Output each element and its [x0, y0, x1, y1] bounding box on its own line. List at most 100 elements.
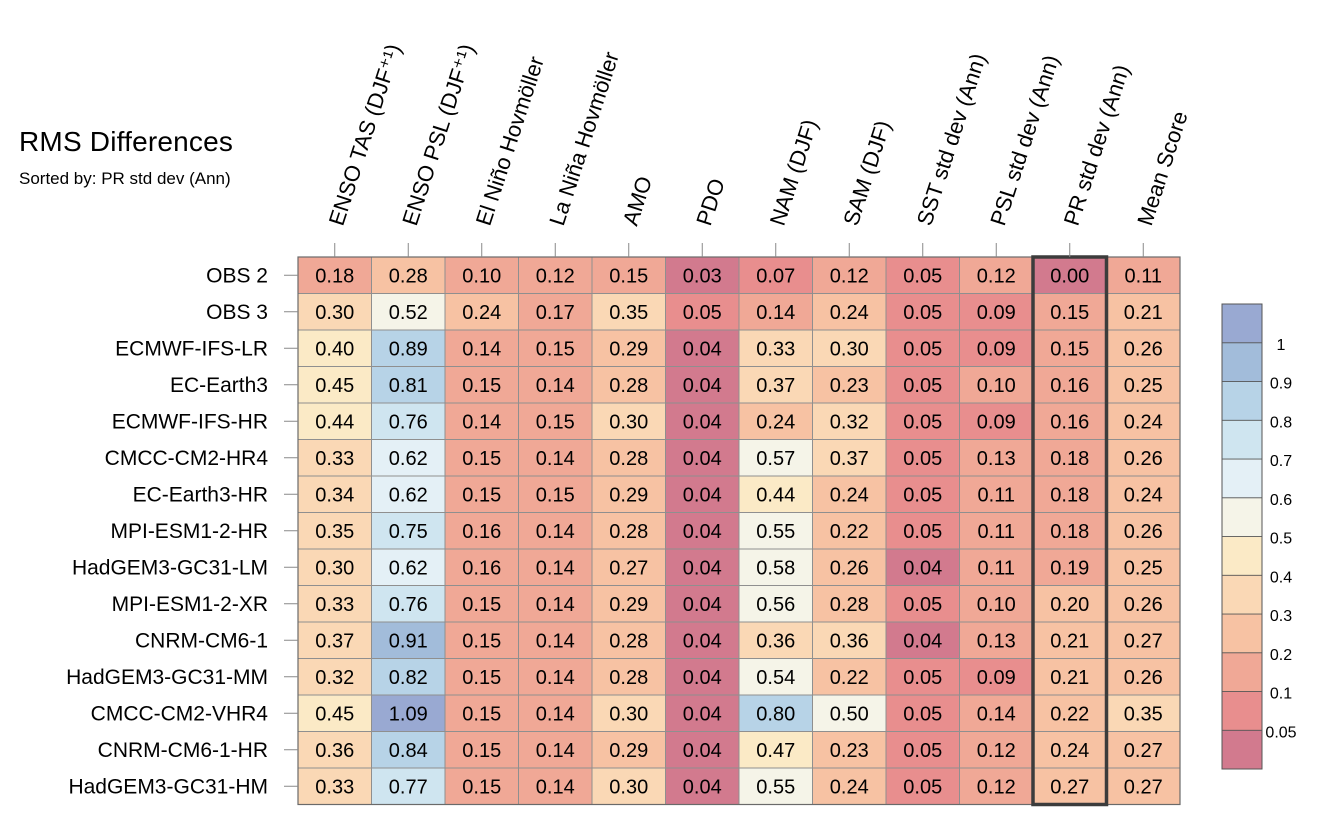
heatmap-cell: [1032, 694, 1107, 732]
cell-value: 0.62: [389, 484, 428, 506]
heatmap-cell: [297, 366, 372, 404]
heatmap-cell: [371, 475, 446, 513]
cell-value: 0.15: [536, 411, 575, 433]
colorbar-segment: [1221, 536, 1263, 576]
row-label: MPI-ESM1-2-HR: [110, 520, 268, 543]
column-label: ENSO PSL (DJF⁺¹): [397, 41, 479, 229]
cell-value: 0.26: [1124, 594, 1163, 616]
cell-value: 0.36: [756, 630, 795, 652]
cell-value: 0.15: [609, 265, 648, 287]
cell-value: 0.14: [536, 448, 575, 470]
heatmap-cell: [591, 512, 666, 550]
cell-value: 0.16: [462, 521, 501, 543]
colorbar-label: 1: [1277, 337, 1286, 354]
row-label: CMCC-CM2-VHR4: [91, 702, 269, 725]
cell-value: 0.37: [315, 630, 354, 652]
cell-value: 0.29: [609, 484, 648, 506]
cell-value: 0.24: [830, 302, 869, 324]
cell-value: 0.15: [1050, 338, 1089, 360]
column-label: La Niña Hovmöller: [544, 49, 624, 229]
heatmap-cell: [1032, 548, 1107, 586]
cell-value: 0.26: [1124, 521, 1163, 543]
heatmap-cell: [812, 439, 887, 477]
cell-value: 0.54: [756, 667, 795, 689]
heatmap-cell: [518, 548, 593, 586]
cell-value: 0.05: [903, 265, 942, 287]
cell-value: 0.14: [536, 375, 575, 397]
colorbar-label: 0.9: [1270, 376, 1292, 393]
cell-value: 0.15: [462, 667, 501, 689]
row-label: HadGEM3-GC31-LM: [72, 556, 268, 579]
heatmap-cell: [444, 731, 519, 769]
cell-value: 0.10: [977, 375, 1016, 397]
cell-value: 0.47: [756, 740, 795, 762]
heatmap-cell: [518, 475, 593, 513]
cell-value: 0.05: [903, 302, 942, 324]
heatmap-cell: [812, 512, 887, 550]
heatmap-cell: [885, 694, 960, 732]
colorbar-segment: [1221, 303, 1263, 344]
heatmap-cell: [444, 694, 519, 732]
cell-value: 0.35: [1124, 703, 1163, 725]
heatmap-cell: [738, 439, 813, 477]
cell-value: 0.04: [683, 740, 722, 762]
heatmap-cell: [959, 585, 1034, 623]
heatmap-cell: [738, 293, 813, 331]
cell-value: 0.11: [978, 484, 1015, 506]
column-label: Mean Score: [1132, 108, 1192, 229]
cell-value: 0.04: [683, 411, 722, 433]
heatmap-cell: [885, 548, 960, 586]
cell-value: 0.24: [830, 484, 869, 506]
heatmap-cell: [591, 658, 666, 696]
cell-value: 0.25: [1124, 557, 1163, 579]
heatmap-cell: [1032, 731, 1107, 769]
cell-value: 0.15: [536, 338, 575, 360]
colorbar-label: 0.1: [1270, 686, 1292, 703]
heatmap-cell: [591, 293, 666, 331]
cell-value: 0.14: [536, 521, 575, 543]
cell-value: 0.14: [536, 740, 575, 762]
cell-value: 0.04: [683, 484, 722, 506]
heatmap-cell: [371, 694, 446, 732]
colorbar-label: 0.4: [1270, 569, 1292, 586]
heatmap-cell: [371, 293, 446, 331]
row-label: CNRM-CM6-1: [135, 629, 268, 652]
heatmap-cell: [665, 548, 740, 586]
cell-value: 0.44: [756, 484, 795, 506]
colorbar-segment: [1221, 652, 1263, 692]
cell-value: 0.15: [462, 594, 501, 616]
cell-value: 0.24: [462, 302, 501, 324]
cell-value: 0.17: [536, 302, 575, 324]
cell-value: 0.28: [609, 448, 648, 470]
cell-value: 0.05: [903, 521, 942, 543]
heatmap-cell: [665, 767, 740, 805]
heatmap-cell: [812, 694, 887, 732]
heatmap-cell: [1106, 658, 1181, 696]
heatmap-cell: [444, 767, 519, 805]
heatmap-cell: [959, 366, 1034, 404]
heatmap-cell: [371, 512, 446, 550]
heatmap-cell: [665, 293, 740, 331]
column-label: PR std dev (Ann): [1059, 62, 1135, 229]
heatmap-cell: [591, 329, 666, 367]
cell-value: 0.44: [315, 411, 354, 433]
cell-value: 0.45: [315, 375, 354, 397]
colorbar-label: 0.7: [1270, 453, 1292, 470]
colorbar-segment: [1221, 497, 1263, 537]
cell-value: 0.04: [683, 594, 722, 616]
row-label: OBS 2: [206, 264, 268, 287]
cell-value: 0.15: [462, 740, 501, 762]
heatmap-cell: [665, 731, 740, 769]
cell-value: 0.34: [315, 484, 354, 506]
cell-value: 0.04: [683, 375, 722, 397]
colorbar-segment: [1221, 574, 1263, 615]
cell-value: 0.05: [903, 703, 942, 725]
cell-value: 0.21: [1050, 667, 1089, 689]
cell-value: 0.21: [1050, 630, 1089, 652]
cell-value: 0.33: [315, 448, 354, 470]
heatmap-cell: [518, 402, 593, 440]
colorbar-segment: [1221, 729, 1263, 770]
heatmap-cell: [518, 621, 593, 659]
cell-value: 0.12: [830, 265, 869, 287]
